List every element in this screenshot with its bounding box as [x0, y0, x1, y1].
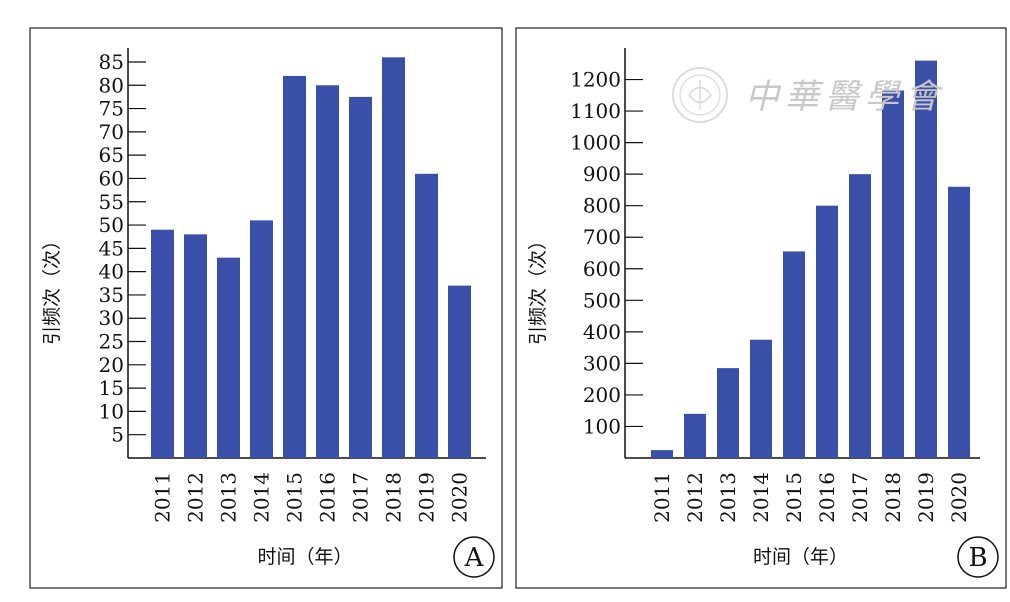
y-tick-label: 60 [99, 166, 124, 190]
x-tick-label: 2018 [881, 472, 905, 523]
x-tick-label: 2013 [716, 472, 740, 523]
x-tick-label: 2019 [415, 472, 439, 523]
x-tick-label: 2015 [283, 472, 307, 523]
bar-2019 [915, 60, 937, 458]
x-tick-label: 2011 [650, 472, 674, 523]
x-tick-label: 2016 [316, 472, 340, 523]
bar-2016 [816, 205, 838, 458]
y-axis-title: 引频次（次） [41, 231, 63, 345]
y-tick-label: 40 [99, 260, 124, 284]
panel-marker-circle [453, 536, 495, 578]
x-tick-label: 2014 [250, 472, 274, 523]
bar-2013 [217, 257, 240, 458]
bar-2018 [882, 90, 904, 459]
x-tick-label: 2012 [184, 472, 208, 523]
x-tick-label: 2012 [683, 472, 707, 523]
y-tick-label: 30 [99, 306, 124, 330]
y-tick-label: 600 [583, 257, 621, 281]
bar-2015 [783, 251, 805, 458]
bar-2012 [184, 234, 207, 458]
bar-2018 [382, 57, 405, 459]
bar-2017 [349, 96, 372, 458]
y-tick-label: 10 [99, 399, 124, 423]
y-tick-label: 25 [99, 330, 124, 354]
y-tick-label: 1100 [570, 99, 621, 123]
panel-marker-circle [957, 536, 999, 578]
bar-2015 [283, 75, 306, 459]
bar-2012 [684, 413, 706, 458]
panel-frame [515, 27, 1007, 589]
x-tick-label: 2020 [448, 472, 472, 523]
x-tick-label: 2011 [151, 472, 175, 523]
y-tick-label: 75 [99, 97, 124, 121]
x-axis-title: 时间（年） [257, 546, 352, 568]
x-tick-label: 2013 [217, 472, 241, 523]
bar-2013 [717, 368, 739, 458]
y-tick-label: 20 [99, 353, 124, 377]
bar-2020 [948, 186, 970, 458]
y-tick-label: 100 [583, 414, 621, 438]
y-tick-label: 85 [99, 50, 124, 74]
x-tick-label: 2016 [815, 472, 839, 523]
y-tick-label: 200 [583, 383, 621, 407]
y-tick-label: 15 [99, 376, 124, 400]
watermark: 中華醫學會 [672, 67, 945, 123]
y-tick-label: 1000 [570, 131, 621, 155]
bar-2011 [151, 229, 174, 458]
panel-frame [29, 27, 503, 589]
y-tick-label: 35 [99, 283, 124, 307]
y-tick-label: 900 [583, 162, 621, 186]
x-tick-label: 2015 [782, 472, 806, 523]
x-tick-label: 2017 [349, 472, 373, 523]
y-tick-label: 55 [99, 190, 124, 214]
bar-2017 [849, 174, 871, 458]
bar-2019 [415, 173, 438, 458]
y-tick-label: 400 [583, 320, 621, 344]
x-tick-label: 2018 [382, 472, 406, 523]
y-tick-label: 80 [99, 73, 124, 97]
x-tick-label: 2019 [914, 472, 938, 523]
y-tick-label: 65 [99, 143, 124, 167]
x-tick-label: 2017 [848, 472, 872, 523]
y-tick-label: 70 [99, 120, 124, 144]
chart-panel-b: 100 200 300 400 500 600 700 800 900 1000 1100 1200 2… [515, 27, 1007, 589]
y-tick-label: 5 [111, 423, 124, 447]
x-tick-label: 2014 [749, 472, 773, 523]
panel-marker-label: B [968, 543, 987, 573]
y-tick-label: 500 [583, 288, 621, 312]
panel-marker-label: A [464, 543, 485, 573]
bar-2020 [448, 285, 471, 458]
bar-2014 [250, 220, 273, 458]
y-tick-label: 50 [99, 213, 124, 237]
y-tick-label: 1200 [570, 68, 621, 92]
bar-2016 [316, 85, 339, 458]
bar-2014 [750, 339, 772, 458]
bar-2011 [651, 450, 673, 458]
x-axis-title: 时间（年） [753, 546, 848, 568]
watermark-text: 中華醫學會 [745, 77, 945, 117]
x-tick-label: 2020 [947, 472, 971, 523]
y-tick-label: 800 [583, 194, 621, 218]
y-tick-label: 300 [583, 351, 621, 375]
y-tick-label: 700 [583, 225, 621, 249]
y-tick-label: 45 [99, 236, 124, 260]
y-axis-title: 引频次（次） [527, 231, 549, 345]
medical-association-seal-icon [672, 67, 728, 123]
